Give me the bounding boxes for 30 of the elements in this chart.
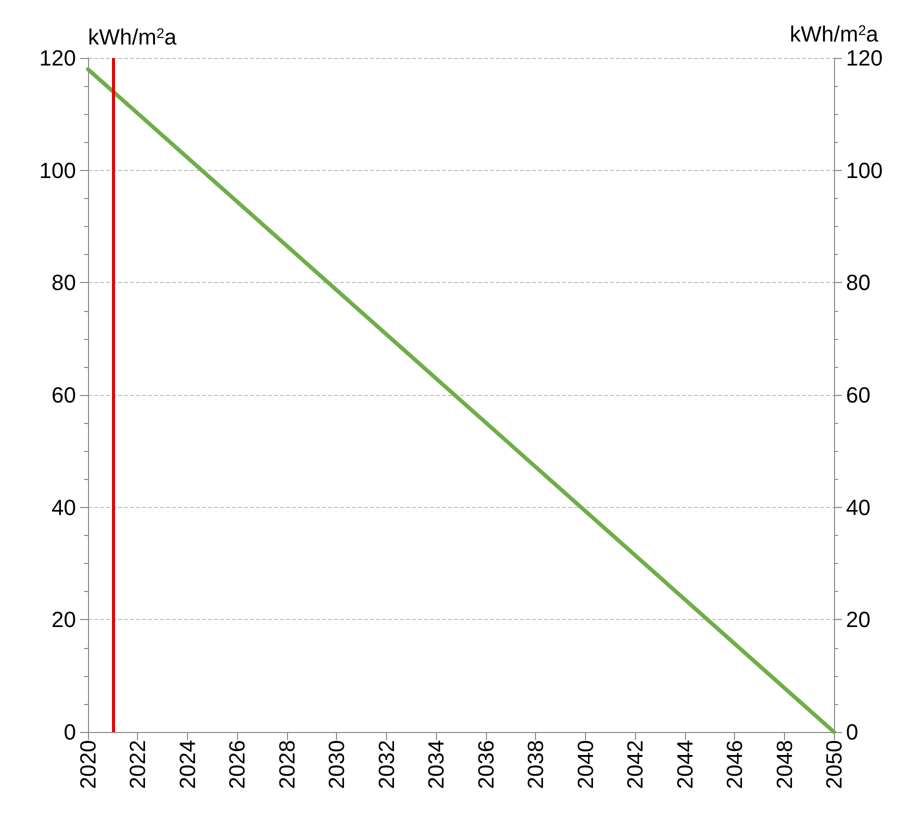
y-tick-label: 120: [39, 46, 76, 70]
y2-tick-label: 60: [846, 382, 870, 408]
y-tick-label: 60: [52, 382, 76, 408]
x-tick-label: 2040: [572, 740, 598, 789]
x-tick-label: 2036: [473, 740, 498, 789]
y2-tick-label: 40: [846, 494, 870, 520]
x-tick-label: 2044: [672, 740, 698, 789]
y2-tick-label: 20: [846, 607, 870, 632]
y2-tick-label: 120: [846, 46, 883, 70]
x-tick-label: 2050: [822, 740, 846, 789]
x-tick-label: 2034: [424, 740, 449, 789]
y2-tick-label: 0: [846, 720, 858, 744]
x-tick-label: 2024: [174, 740, 200, 789]
x-tick-label: 2048: [772, 740, 797, 789]
x-tick-label: 2020: [76, 740, 100, 789]
y-tick-label: 40: [52, 494, 76, 520]
x-tick-label: 2022: [125, 740, 150, 789]
y2-tick-label: 100: [846, 158, 883, 183]
x-tick-label: 2028: [274, 740, 300, 789]
y-tick-label: 80: [52, 270, 76, 296]
x-tick-label: 2038: [523, 740, 548, 789]
x-tick-label: 2026: [224, 740, 250, 789]
y2-tick-label: 80: [846, 270, 870, 296]
x-tick-label: 2042: [622, 740, 648, 789]
y-tick-label: 0: [64, 720, 76, 744]
x-tick-label: 2030: [324, 740, 350, 789]
y-tick-label: 100: [39, 158, 76, 183]
x-tick-label: 2032: [374, 740, 399, 789]
y-tick-label: 20: [52, 607, 76, 632]
x-tick-label: 2046: [722, 740, 748, 789]
